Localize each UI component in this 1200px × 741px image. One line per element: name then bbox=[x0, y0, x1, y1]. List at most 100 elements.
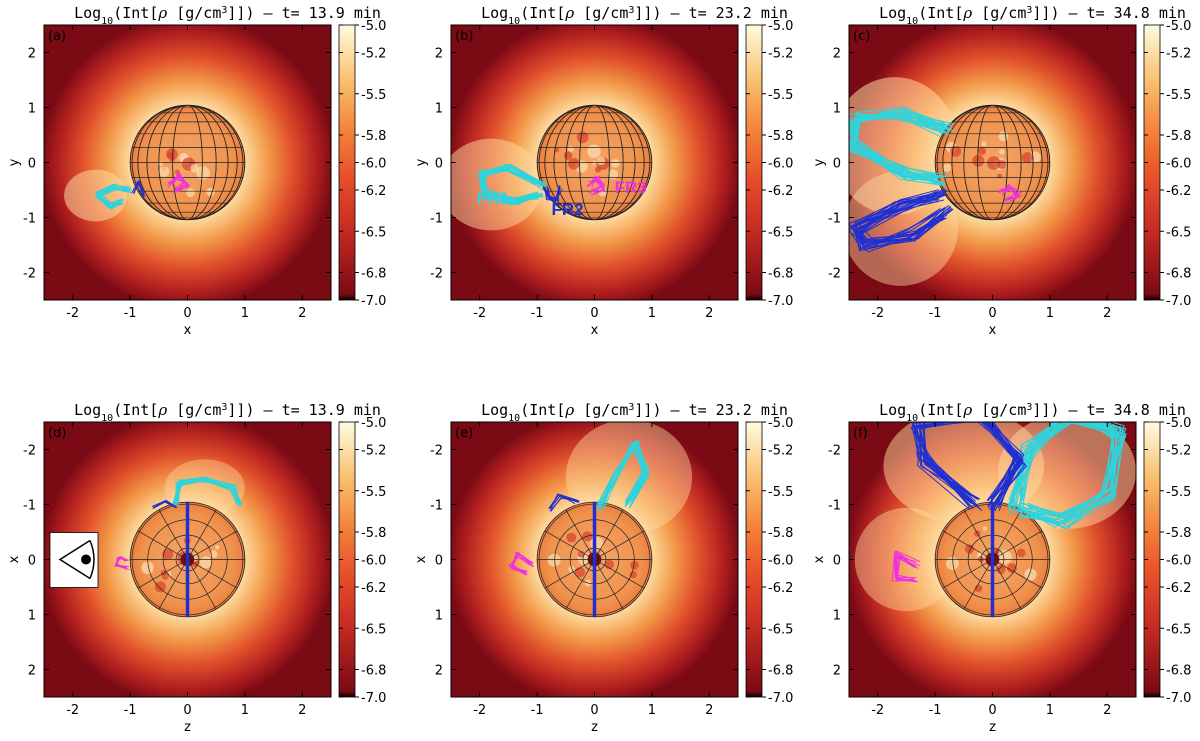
colorbar-tick-label: -6.2 bbox=[768, 184, 793, 199]
colorbar-tick-label: -6.5 bbox=[768, 622, 793, 637]
fr2-bundle bbox=[131, 180, 147, 198]
density-map bbox=[849, 25, 1136, 300]
panel-label: (f) bbox=[853, 426, 868, 441]
x-axis-label: z bbox=[989, 720, 996, 735]
x-tick-label: -2 bbox=[871, 306, 884, 321]
colorbar-tick-label: -5.8 bbox=[1166, 526, 1191, 541]
coordinate-grid bbox=[130, 105, 245, 220]
x-tick-label: 2 bbox=[298, 306, 306, 321]
fr-label-fr3: FR3 bbox=[615, 178, 647, 197]
colorbar-tick-label: -6.8 bbox=[768, 664, 793, 679]
y-axis-label: y bbox=[812, 158, 827, 166]
fr3-bundle-line bbox=[512, 551, 533, 572]
panel-title: Log10(Int[ρ [g/cm3]]) – t= 34.8 min bbox=[879, 4, 1186, 27]
fr1-bundle-line bbox=[175, 477, 242, 506]
colorbar-tick-label: -7.0 bbox=[361, 294, 386, 309]
sun-disk bbox=[934, 501, 1051, 618]
y-tick-label: -2 bbox=[23, 444, 36, 459]
x-tick-label: -1 bbox=[929, 306, 942, 321]
y-tick-label: 2 bbox=[28, 47, 36, 62]
x-tick-label: -2 bbox=[66, 306, 79, 321]
colorbar: -5.0 -5.2 -5.5 -5.8 -6.0 -6.2 -6.5 -6.8 -7.0 bbox=[745, 416, 793, 706]
fr-label-fr1: FR1 bbox=[477, 189, 509, 208]
colorbar-tick-label: -6.8 bbox=[361, 267, 386, 282]
x-tick-label: -2 bbox=[871, 703, 884, 718]
fr1-bundle-line bbox=[597, 440, 645, 507]
panel-title: Log10(Int[ρ [g/cm3]]) – t= 23.2 min bbox=[481, 4, 788, 27]
fr1-bundle-line bbox=[482, 164, 547, 204]
colorbar-tick-label: -5.0 bbox=[768, 19, 793, 34]
flux-ropes bbox=[114, 476, 243, 571]
fr2-bundle-line bbox=[854, 199, 952, 244]
y-tick-label: -1 bbox=[430, 212, 443, 227]
coordinate-grid bbox=[537, 105, 652, 220]
colorbar-tick-label: -7.0 bbox=[1166, 691, 1191, 706]
fr2-bundle-line bbox=[849, 191, 950, 250]
x-tick-label: 1 bbox=[648, 703, 656, 718]
observer-eye-icon bbox=[49, 532, 99, 588]
fr3-bundle bbox=[508, 551, 534, 576]
sun-disk bbox=[536, 501, 653, 618]
panel-title: Log10(Int[ρ [g/cm3]]) – t= 13.9 min bbox=[74, 401, 381, 424]
x-tick-label: -1 bbox=[124, 703, 137, 718]
x-tick-label: 0 bbox=[183, 703, 191, 718]
colorbar-tick-label: -6.0 bbox=[768, 157, 793, 172]
y-tick-label: -1 bbox=[828, 499, 841, 514]
panel-title: Log10(Int[ρ [g/cm3]]) – t= 13.9 min bbox=[74, 4, 381, 27]
x-axis-label: z bbox=[184, 720, 191, 735]
x-tick-label: 2 bbox=[705, 703, 713, 718]
y-tick-label: 0 bbox=[28, 554, 36, 569]
density-map bbox=[451, 422, 738, 697]
colorbar-tick-label: -5.2 bbox=[1166, 47, 1191, 62]
x-tick-label: 1 bbox=[1046, 306, 1054, 321]
panel-label: (d) bbox=[48, 426, 66, 441]
fr2-bundle bbox=[542, 185, 563, 204]
fr1-bundle bbox=[478, 163, 547, 206]
y-tick-label: 0 bbox=[833, 554, 841, 569]
fr3-bundle bbox=[998, 184, 1022, 202]
fr3-bundle bbox=[167, 172, 190, 193]
panel-e: -2 -1 0 1 2 -2 -1 0 1 2 z x (e) Log10(Int[ρ [g/cm3]])… bbox=[414, 401, 793, 735]
colorbar-tick-label: -5.5 bbox=[361, 485, 386, 500]
panel-label: (b) bbox=[455, 29, 473, 44]
y-tick-label: 1 bbox=[435, 102, 443, 117]
x-tick-label: -2 bbox=[66, 703, 79, 718]
colorbar-tick-label: -5.5 bbox=[361, 88, 386, 103]
colorbar-tick-label: -5.5 bbox=[768, 88, 793, 103]
flux-ropes bbox=[478, 163, 606, 206]
fr1-bundle-line bbox=[1007, 422, 1114, 520]
panel-a: -2 -1 0 1 2 -2 -1 0 1 2 x y (a) Log10(Int[ρ [g/cm3]])… bbox=[7, 4, 386, 338]
fr2-bundle-line bbox=[152, 499, 176, 508]
colorbar-tick-label: -6.5 bbox=[1166, 225, 1191, 240]
y-tick-label: 1 bbox=[833, 102, 841, 117]
fr3-bundle bbox=[891, 550, 921, 583]
sun-disk bbox=[536, 104, 653, 221]
x-tick-label: 1 bbox=[1046, 703, 1054, 718]
fr2-bundle-line bbox=[919, 422, 1016, 505]
fr2-bundle bbox=[152, 499, 178, 510]
y-tick-label: -2 bbox=[430, 444, 443, 459]
x-tick-label: 0 bbox=[988, 306, 996, 321]
fr3-bundle-line bbox=[1003, 186, 1017, 201]
flux-ropes bbox=[95, 172, 190, 210]
y-tick-label: -1 bbox=[23, 212, 36, 227]
colorbar-tick-label: -7.0 bbox=[768, 294, 793, 309]
sun-disk bbox=[934, 104, 1051, 221]
panel-label: (e) bbox=[455, 426, 473, 441]
panel-d: -2 -1 0 1 2 -2 -1 0 1 2 z x (d) Log10(Int[ρ [g/cm3]])… bbox=[7, 401, 386, 735]
panel-f: -2 -1 0 1 2 -2 -1 0 1 2 z x (f) Log10(Int[ρ [g/cm3]])… bbox=[812, 401, 1191, 735]
y-axis-label: x bbox=[812, 555, 827, 563]
panel-c: -2 -1 0 1 2 -2 -1 0 1 2 x y (c) Log10(Int[ρ [g/cm3]])… bbox=[812, 4, 1191, 338]
fr2-bundle-line bbox=[133, 180, 144, 197]
panel-label: (a) bbox=[48, 29, 66, 44]
colorbar-tick-label: -5.0 bbox=[1166, 19, 1191, 34]
colorbar-tick-label: -6.8 bbox=[361, 664, 386, 679]
y-tick-label: -1 bbox=[828, 212, 841, 227]
fr1-bundle-line bbox=[1014, 422, 1119, 525]
fr2-bundle-line bbox=[152, 500, 176, 510]
colorbar: -5.0 -5.2 -5.5 -5.8 -6.0 -6.2 -6.5 -6.8 -7.0 bbox=[338, 19, 386, 309]
colorbar-tick-label: -5.2 bbox=[768, 444, 793, 459]
fr3-bundle-line bbox=[171, 178, 188, 189]
x-tick-label: -2 bbox=[473, 306, 486, 321]
